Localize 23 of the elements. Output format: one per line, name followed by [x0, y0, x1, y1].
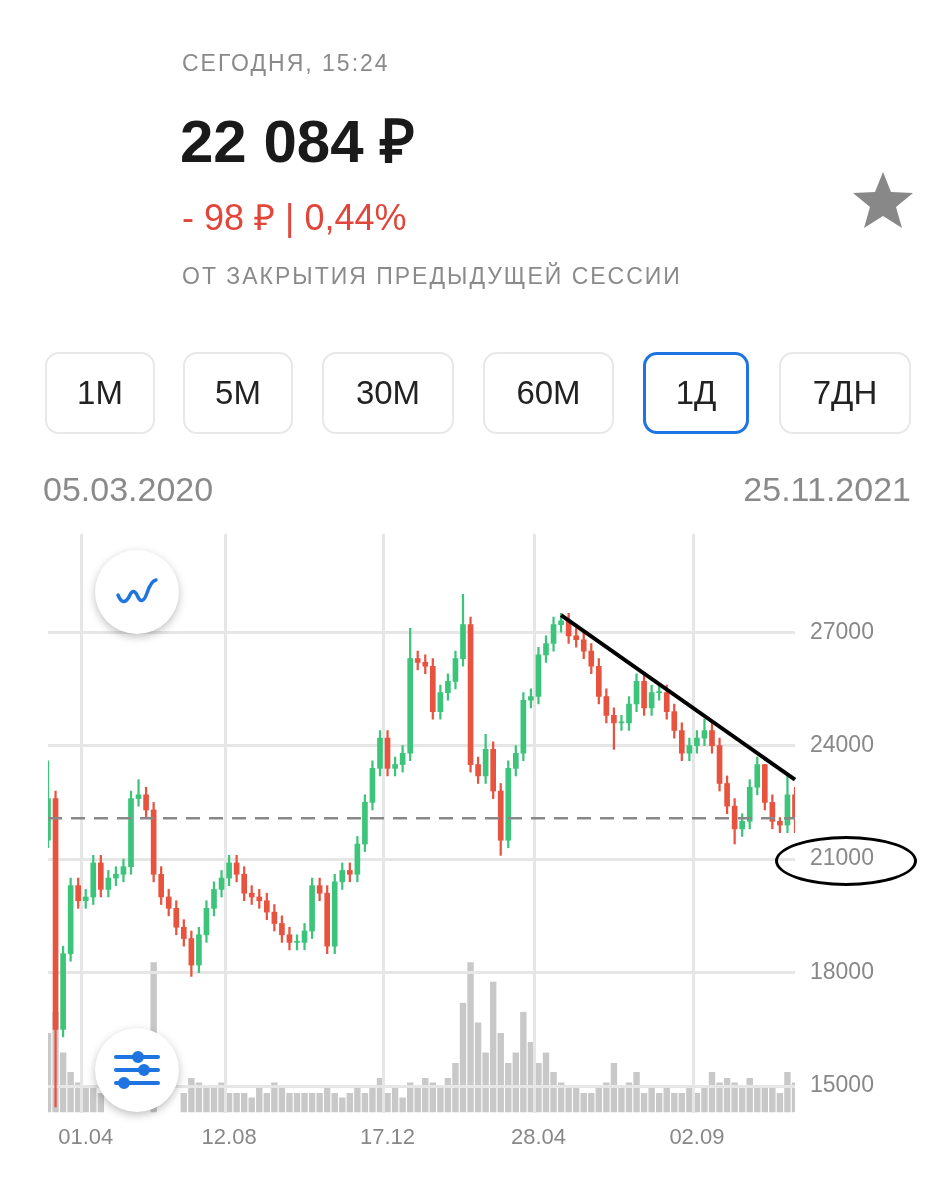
text: 7ДН	[779, 352, 911, 434]
text: СЕГОДНЯ, 15:24	[182, 50, 390, 77]
x-tick-label: 17.12	[360, 1123, 416, 1149]
y-tick-label: 18000	[810, 957, 874, 984]
x-tick-label: 02.09	[669, 1123, 725, 1149]
text: 1Д	[643, 352, 749, 434]
text: ОТ ЗАКРЫТИЯ ПРЕДЫДУЩЕЙ СЕССИИ	[182, 263, 682, 290]
chart-subtitle: - 98 ₽ | 0,44%	[182, 196, 407, 240]
x-tick-label: 01.04	[58, 1123, 114, 1149]
y-tick-label: 15000	[810, 1071, 874, 1098]
text: 30М	[322, 352, 454, 434]
text: 25.11.2021	[743, 470, 911, 509]
y-tick-label: 21000	[810, 844, 874, 871]
text: 1М	[45, 352, 155, 434]
chart-title: 22 084 ₽	[180, 107, 416, 177]
text: 05.03.2020	[43, 470, 214, 509]
x-tick-label: 28.04	[510, 1123, 566, 1149]
y-tick-label: 24000	[810, 730, 874, 757]
text: 60М	[483, 352, 614, 434]
x-tick-label: 12.08	[201, 1123, 257, 1149]
y-tick-label: 27000	[810, 617, 874, 644]
candlestick	[135, 779, 142, 807]
text: 5М	[183, 352, 293, 434]
